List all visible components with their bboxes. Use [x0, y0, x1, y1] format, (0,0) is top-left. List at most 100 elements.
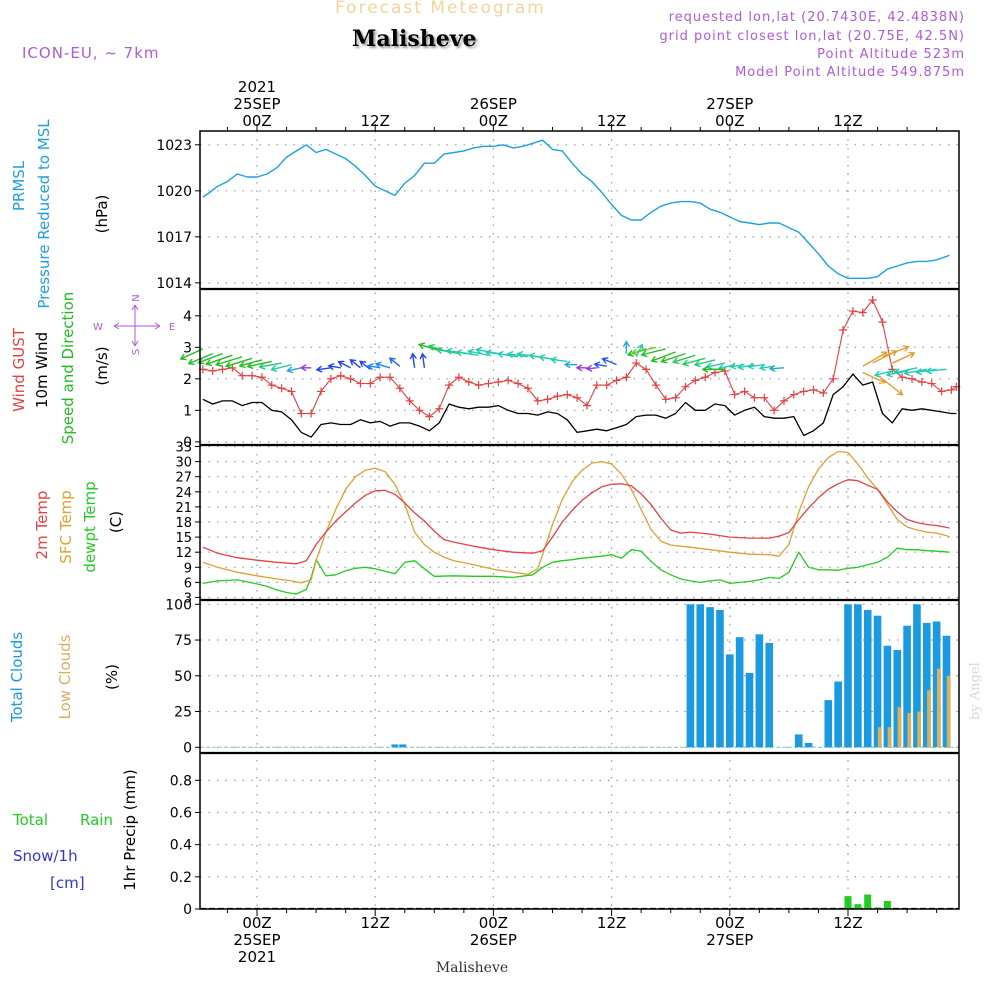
low-clouds-bar: [917, 711, 922, 748]
bottom-time-label: 27SEP: [706, 931, 753, 949]
pressure-ytick-label: 1020: [156, 184, 192, 200]
top-time-label: 26SEP: [470, 95, 517, 113]
wind-ytick-label: 0: [183, 435, 192, 451]
precip-label: 1hr Precip (mm): [121, 769, 139, 890]
wind-direction-arrow: [285, 366, 302, 374]
wind-direction-arrow: [746, 362, 765, 370]
total-clouds-bar: [834, 681, 842, 748]
wind-gust-marker: [563, 390, 572, 399]
wind-gust-marker: [218, 365, 227, 374]
wind-direction-arrow: [630, 346, 657, 356]
wind-gust-marker: [908, 374, 917, 383]
pressure-ytick-label: 1023: [156, 138, 192, 154]
total-clouds-bar: [932, 621, 941, 748]
wind-direction-arrow: [205, 354, 233, 367]
total-clouds-bar: [893, 650, 902, 748]
temperature-ytick-label: 33: [175, 441, 192, 456]
wind-gust-marker: [366, 379, 375, 388]
wind-ytick-label: 1: [183, 403, 192, 419]
compass-s: S: [131, 349, 142, 355]
wind-direction-arrow: [593, 361, 607, 369]
wind-direction-arrow: [622, 340, 630, 354]
clouds-unit: (%): [103, 664, 121, 690]
wind-gust-marker: [622, 373, 631, 382]
pressure-line: [202, 139, 950, 279]
wind-gust-marker: [720, 366, 729, 375]
wind-direction-arrow: [374, 361, 391, 369]
low-clouds-bar: [877, 727, 882, 748]
plot-frame: [199, 130, 960, 910]
wind-direction-arrow: [601, 357, 617, 366]
top-time-label: 12Z: [833, 112, 862, 130]
wind-gust-marker: [504, 376, 513, 385]
wind-gust-marker: [651, 381, 660, 390]
sfc-temp-line: [202, 450, 950, 584]
temperature-ytick-label: 18: [175, 516, 192, 531]
top-time-label: 25SEP: [233, 95, 280, 113]
precipitation-ytick-label: 0.6: [170, 806, 192, 822]
wind-direction-arrow: [681, 357, 706, 367]
wind-gust-marker: [789, 390, 798, 399]
compass-e: E: [169, 322, 175, 333]
total-clouds-bar: [844, 604, 852, 748]
wind-gust-marker: [730, 390, 739, 399]
wind-gust-marker: [612, 376, 621, 385]
wind-direction-arrow: [214, 356, 243, 367]
temperature-ytick-label: 9: [184, 561, 192, 576]
wind-direction-arrow: [737, 363, 755, 371]
wind-gust-marker: [346, 374, 355, 383]
wind-direction-arrow: [893, 367, 918, 376]
sfc-temp-label: SFC Temp: [57, 490, 75, 563]
clouds-ytick-label: 25: [174, 705, 192, 721]
wind-direction-arrow: [701, 365, 725, 373]
dewpt-label: dewpt Temp: [81, 481, 99, 572]
wind-gust-marker: [533, 396, 542, 405]
total-clouds-bar: [391, 744, 399, 748]
wind-direction-arrow: [349, 358, 361, 369]
temperature-ytick-label: 12: [175, 546, 192, 561]
wind-gust-marker: [553, 392, 562, 401]
wind-gust-marker: [809, 385, 818, 394]
wind-gust-marker: [770, 406, 779, 415]
temp2m-label: 2m Temp: [33, 491, 51, 560]
total-clouds-bar: [726, 654, 734, 748]
wind-gust-marker: [839, 325, 848, 334]
wind-gust-marker: [592, 381, 601, 390]
low-clouds-bar: [946, 675, 951, 748]
wind-direction-arrow: [892, 351, 916, 364]
wind-gust-marker: [307, 409, 316, 418]
grid-lines: [200, 131, 959, 910]
compass-w: W: [93, 322, 103, 333]
chart-title: Malisheve: [352, 26, 477, 52]
total-clouds-label: Total Clouds: [8, 632, 26, 724]
model-name: ICON-EU, ~ 7km: [22, 44, 160, 62]
pressure-label-1: PRMSL: [10, 160, 28, 211]
wind-gust-marker: [750, 393, 759, 402]
low-clouds-bar: [936, 668, 941, 748]
wind-gust-marker: [445, 381, 454, 390]
wind-gust-marker: [356, 379, 365, 388]
bottom-time-label: 2021: [238, 948, 276, 966]
wind-gust-marker: [257, 373, 266, 382]
credit-text: by Angel: [968, 662, 983, 720]
wind-ytick-label: 3: [183, 340, 192, 356]
direction-label: Speed and Direction: [59, 292, 77, 445]
pressure-ytick-label: 1014: [156, 276, 192, 292]
rain-bar: [883, 900, 891, 909]
data-marks: [179, 139, 961, 910]
wind-ytick-label: 2: [183, 372, 192, 388]
wind-direction-arrow: [693, 359, 716, 368]
temperature-ytick-label: 21: [175, 501, 192, 516]
clouds-ytick-label: 75: [174, 633, 192, 649]
wind-direction-arrow: [925, 367, 947, 375]
total-clouds-bar: [686, 604, 695, 748]
wind-direction-arrow: [873, 368, 898, 378]
wind-direction-arrow: [224, 357, 253, 369]
wind-gust-marker: [947, 385, 956, 394]
wind-direction-arrow: [882, 378, 904, 396]
wind-unit: (m/s): [93, 346, 111, 385]
bottom-time-label: 00Z: [479, 914, 508, 932]
bottom-time-label: 12Z: [833, 914, 862, 932]
top-time-label: 12Z: [597, 112, 626, 130]
precipitation-ytick-label: 0.2: [170, 870, 192, 886]
